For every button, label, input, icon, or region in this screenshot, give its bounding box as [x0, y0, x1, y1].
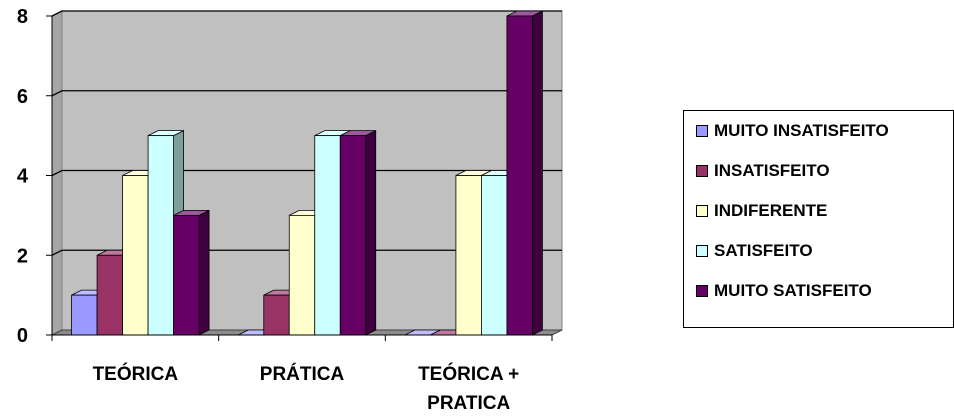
bar-front — [506, 15, 533, 336]
bar-side — [198, 209, 210, 336]
y-tick-label: 2 — [17, 245, 28, 267]
legend-label: MUITO SATISFEITO — [714, 281, 872, 300]
legend-swatch — [696, 165, 708, 177]
bar-front — [263, 294, 290, 336]
y-axis: 0 2 4 6 8 — [17, 6, 53, 347]
y-tick-label: 6 — [17, 86, 28, 108]
x-tick-label: PRATICA — [427, 393, 510, 414]
gridline — [51, 90, 562, 97]
legend-item: MUITO SATISFEITO — [696, 279, 872, 303]
legend-item: MUITO INSATISFEITO — [696, 119, 889, 143]
bar-front — [455, 175, 482, 336]
legend-item: INSATISFEITO — [696, 159, 830, 183]
legend-swatch — [696, 205, 708, 217]
x-tick-label: PRÁTICA — [260, 363, 345, 385]
legend-item: SATISFEITO — [696, 239, 813, 263]
legend-label: SATISFEITO — [714, 241, 813, 260]
bars — [71, 10, 543, 336]
legend: MUITO INSATISFEITO INSATISFEITO INDIFERENT… — [683, 110, 954, 328]
bar-front — [71, 294, 98, 336]
legend-swatch — [696, 125, 708, 137]
bar — [339, 129, 377, 336]
y-tick-label: 4 — [17, 166, 29, 188]
legend-swatch — [696, 245, 708, 257]
bar-front — [147, 135, 174, 336]
gridline — [51, 169, 562, 177]
bar — [173, 209, 210, 336]
bar-front — [481, 175, 508, 336]
bar-front — [122, 175, 149, 336]
bar-front — [288, 214, 316, 336]
bar-side — [365, 129, 377, 336]
legend-label: INSATISFEITO — [714, 161, 830, 180]
x-axis: TEÓRICA PRÁTICA TEÓRICA + PRATICA — [51, 334, 553, 414]
gridline — [51, 249, 562, 256]
legend-label: MUITO INSATISFEITO — [714, 121, 889, 140]
bar — [506, 10, 543, 336]
y-tick-label: 0 — [17, 325, 28, 347]
x-tick-label: TEÓRICA + — [418, 363, 519, 385]
x-tick-label: TEÓRICA — [93, 363, 179, 385]
y-tick-label: 8 — [17, 6, 28, 28]
bar-front — [173, 214, 200, 336]
gridline — [51, 10, 562, 17]
bar-front — [314, 135, 341, 336]
bar — [147, 129, 184, 336]
legend-label: INDIFERENTE — [714, 201, 828, 220]
bar-front — [96, 254, 123, 336]
legend-swatch — [696, 285, 708, 297]
bar-side — [532, 10, 543, 336]
legend-item: INDIFERENTE — [696, 199, 827, 223]
bar-front — [339, 135, 367, 336]
